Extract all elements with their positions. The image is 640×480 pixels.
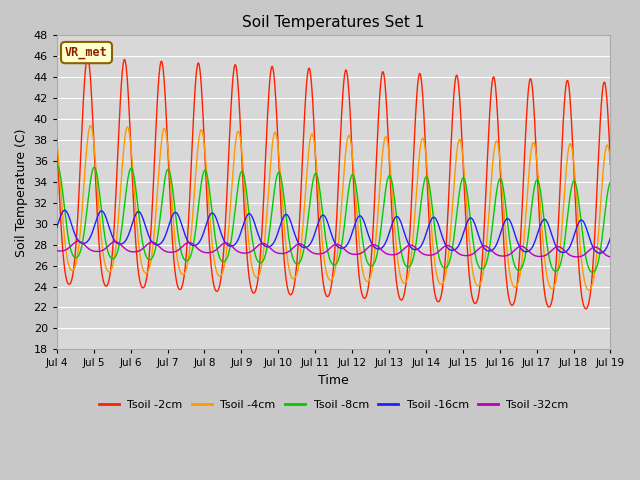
X-axis label: Time: Time: [318, 374, 349, 387]
Legend: Tsoil -2cm, Tsoil -4cm, Tsoil -8cm, Tsoil -16cm, Tsoil -32cm: Tsoil -2cm, Tsoil -4cm, Tsoil -8cm, Tsoi…: [94, 396, 573, 415]
Text: VR_met: VR_met: [65, 46, 108, 59]
Y-axis label: Soil Temperature (C): Soil Temperature (C): [15, 128, 28, 257]
Title: Soil Temperatures Set 1: Soil Temperatures Set 1: [243, 15, 425, 30]
